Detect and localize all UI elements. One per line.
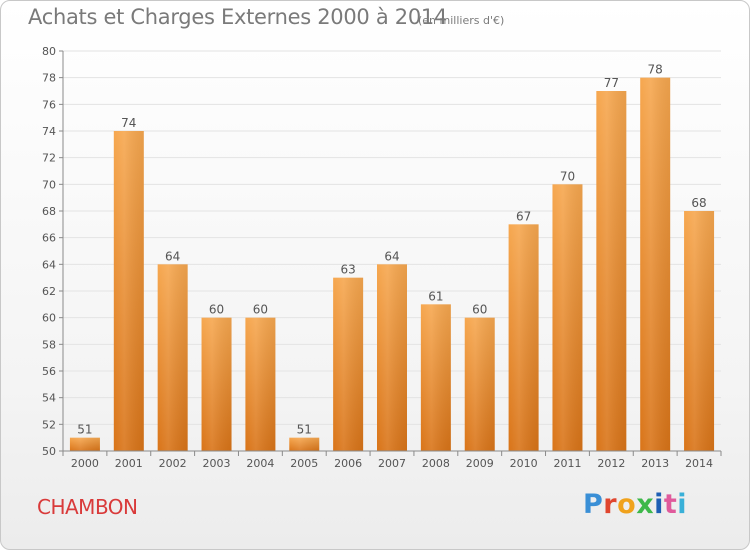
- bar-shine: [684, 211, 715, 451]
- data-label: 60: [209, 303, 224, 317]
- logo-letter: t: [663, 489, 678, 520]
- x-tick-label: 2010: [510, 457, 538, 470]
- bar-shine: [377, 264, 407, 451]
- x-tick-label: 2002: [159, 457, 187, 470]
- data-label: 70: [560, 169, 575, 183]
- y-tick-label: 52: [42, 418, 56, 431]
- y-tick-label: 68: [42, 205, 56, 218]
- y-tick-label: 64: [42, 258, 56, 271]
- y-tick-label: 74: [42, 125, 56, 138]
- data-label: 61: [428, 289, 443, 303]
- logo-letter: i: [677, 489, 688, 520]
- y-tick-label: 72: [42, 152, 56, 165]
- bar-shine: [508, 224, 539, 451]
- data-label: 78: [648, 63, 663, 77]
- bar-layer: [69, 77, 715, 452]
- x-tick-label: 2014: [685, 457, 713, 470]
- y-tick-label: 78: [42, 72, 56, 85]
- logo-letter: o: [617, 489, 637, 520]
- data-label: 77: [604, 76, 619, 90]
- x-tick-label: 2006: [334, 457, 362, 470]
- bar-shine: [640, 77, 671, 452]
- y-tick-label: 66: [42, 232, 56, 245]
- x-tick-label: 2009: [466, 457, 494, 470]
- x-tick-label: 2007: [378, 457, 406, 470]
- data-label: 51: [297, 423, 312, 437]
- logo-letter: i: [654, 489, 664, 520]
- x-tick-label: 2003: [203, 457, 231, 470]
- x-tick-label: 2004: [246, 457, 274, 470]
- x-tick-label: 2011: [553, 457, 581, 470]
- x-tick-label: 2001: [115, 457, 143, 470]
- logo-letter: r: [603, 489, 618, 520]
- data-label: 60: [253, 303, 268, 317]
- data-label: 64: [384, 249, 399, 263]
- y-tick-label: 62: [42, 285, 56, 298]
- data-label: 64: [165, 249, 180, 263]
- bar-shine: [596, 91, 627, 451]
- y-tick-label: 50: [42, 445, 56, 458]
- x-tick-label: 2008: [422, 457, 450, 470]
- x-tick-label: 2013: [641, 457, 669, 470]
- chart-subtitle: (en milliers d'€): [418, 14, 505, 27]
- y-tick-label: 80: [42, 45, 56, 58]
- bar-shine: [69, 437, 100, 451]
- bar-shine: [289, 437, 320, 451]
- bar-shine: [157, 264, 188, 451]
- data-label: 68: [691, 196, 706, 210]
- y-tick-label: 54: [42, 392, 56, 405]
- data-label: 74: [121, 116, 136, 130]
- label-layer: 50 52 54 56 58 60 62 64 66 68 70 72 74 76 78 80 51 2000 74…: [42, 45, 713, 470]
- x-tick-label: 2012: [597, 457, 625, 470]
- y-tick-label: 76: [42, 98, 56, 111]
- logo-letter: x: [636, 489, 655, 520]
- axis-layer: [59, 50, 722, 456]
- y-tick-label: 58: [42, 338, 56, 351]
- data-label: 67: [516, 209, 531, 223]
- x-tick-label: 2005: [290, 457, 318, 470]
- data-label: 60: [472, 303, 487, 317]
- data-label: 51: [77, 423, 92, 437]
- data-label: 63: [340, 263, 355, 277]
- bar-shine: [420, 304, 451, 451]
- y-tick-label: 60: [42, 312, 56, 325]
- bar-shine: [113, 131, 144, 451]
- chart-title: Achats et Charges Externes 2000 à 2014: [28, 5, 448, 29]
- bar-shine: [201, 317, 232, 451]
- city-name: CHAMBON: [37, 495, 138, 519]
- y-tick-label: 70: [42, 178, 56, 191]
- bar-shine: [245, 317, 276, 451]
- bar-shine: [552, 184, 583, 452]
- logo-letter: P: [583, 489, 604, 520]
- bar-shine: [333, 277, 364, 451]
- proxiti-logo: Proxiti: [583, 489, 687, 520]
- y-tick-label: 56: [42, 365, 56, 378]
- x-tick-label: 2000: [71, 457, 99, 470]
- bar-shine: [464, 317, 495, 451]
